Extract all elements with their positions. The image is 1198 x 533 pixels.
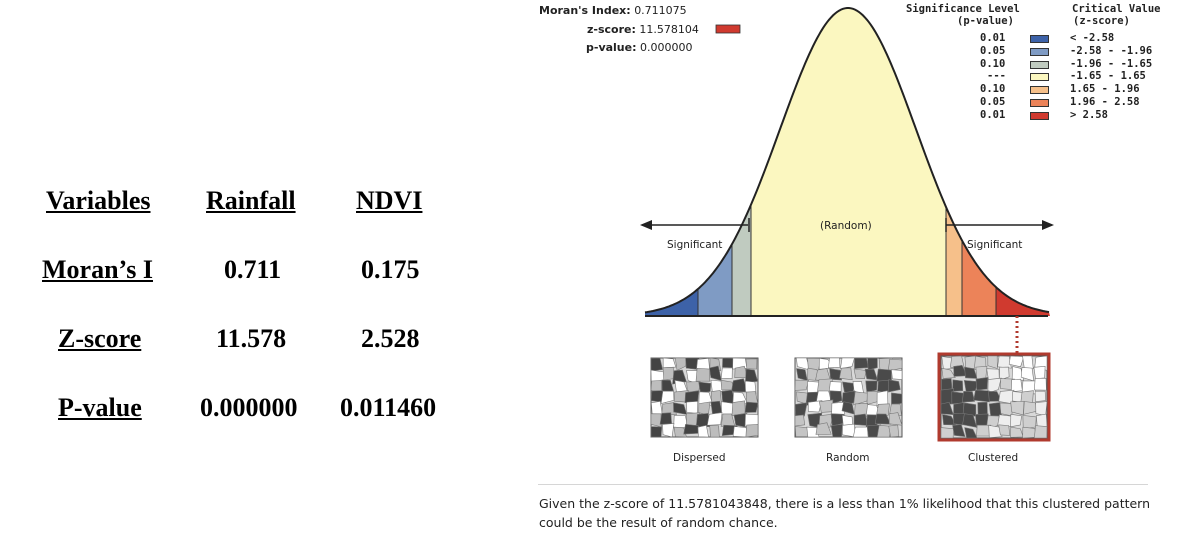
legend-p-value: 0.10 <box>980 83 1006 96</box>
header-rainfall: Rainfall <box>206 186 296 215</box>
legend-z-range: 1.65 - 1.96 <box>1070 83 1140 96</box>
legend-swatch <box>1030 73 1049 82</box>
map-clustered <box>940 355 1048 439</box>
cell-rainfall-z: 11.578 <box>216 324 287 353</box>
divider <box>538 484 1148 485</box>
legend-z-range: 1.96 - 2.58 <box>1070 96 1140 108</box>
cell-rainfall-morans: 0.711 <box>224 255 282 284</box>
legend-p-value: 0.01 <box>980 108 1006 121</box>
cell-rainfall-p: 0.000000 <box>200 393 298 422</box>
legend-z-range: -1.96 - -1.65 <box>1070 57 1153 70</box>
significant-right-label: Significant <box>967 239 1023 251</box>
legend-p-value: 0.05 <box>980 96 1006 108</box>
cell-ndvi-morans: 0.175 <box>361 255 420 284</box>
legend-crit-subtitle: (z-score) <box>1073 15 1130 27</box>
arrow-right-icon <box>1042 220 1054 230</box>
legend-swatch <box>1030 99 1049 107</box>
z-score-swatch <box>715 24 741 34</box>
map-label-random: Random <box>826 452 870 464</box>
legend-swatch <box>1030 86 1049 95</box>
map-dispersed <box>650 357 759 438</box>
random-label: (Random) <box>820 220 872 232</box>
header-ndvi: NDVI <box>356 186 423 215</box>
legend-z-range: > 2.58 <box>1070 108 1108 121</box>
legend-z-range: -1.65 - 1.65 <box>1070 70 1146 83</box>
legend-p-value: 0.01 <box>980 32 1006 44</box>
legend-p-value: --- <box>987 70 1006 83</box>
legend-swatch <box>1030 60 1049 69</box>
legend-sig-subtitle: (p-value) <box>957 15 1014 27</box>
band-random <box>751 8 946 316</box>
z-score-value: 11.578104 <box>639 23 699 36</box>
legend-swatch <box>1030 111 1049 120</box>
row-label-p-value: P-value <box>58 393 142 422</box>
bell-curve-line <box>644 7 1050 314</box>
legend-z-range: < -2.58 <box>1070 32 1115 44</box>
morans-index-label: Moran's Index: <box>539 4 631 17</box>
legend-swatch <box>1030 47 1049 56</box>
p-value-value: 0.000000 <box>640 41 693 54</box>
legend-crit-title: Critical Value <box>1072 3 1161 15</box>
spatial-autocorrelation-report: Moran's Index: 0.711075 z-score: 11.5781… <box>530 0 1198 533</box>
morans-index-value: 0.711075 <box>634 4 687 17</box>
map-random <box>794 357 903 438</box>
z-score-label: z-score: <box>587 23 636 36</box>
header-variables: Variables <box>46 186 151 215</box>
cell-ndvi-z: 2.528 <box>361 324 420 353</box>
map-label-clustered: Clustered <box>968 452 1019 464</box>
arrow-left-icon <box>640 220 652 230</box>
legend-z-range: -2.58 - -1.96 <box>1070 44 1153 57</box>
map-label-dispersed: Dispersed <box>673 452 726 464</box>
normal-curve-graphic <box>640 7 1054 442</box>
band-2-58-1-96 <box>698 8 732 316</box>
legend-p-value: 0.05 <box>980 44 1006 57</box>
band-1-96-1-65 <box>732 8 751 316</box>
row-label-morans-i: Moran’s I <box>42 255 153 284</box>
row-label-z-score: Z-score <box>58 324 142 353</box>
cell-ndvi-p: 0.011460 <box>340 393 437 422</box>
legend-p-value: 0.10 <box>980 57 1006 70</box>
legend-swatch <box>1030 35 1049 43</box>
clustered-highlight-frame <box>937 352 1051 442</box>
legend-sig-title: Significance Level <box>906 3 1020 15</box>
band-1-65-1-96 <box>946 8 962 316</box>
result-caption: Given the z-score of 11.5781043848, ther… <box>539 496 1151 530</box>
significant-left-label: Significant <box>667 239 723 251</box>
p-value-label: p-value: <box>586 41 637 54</box>
